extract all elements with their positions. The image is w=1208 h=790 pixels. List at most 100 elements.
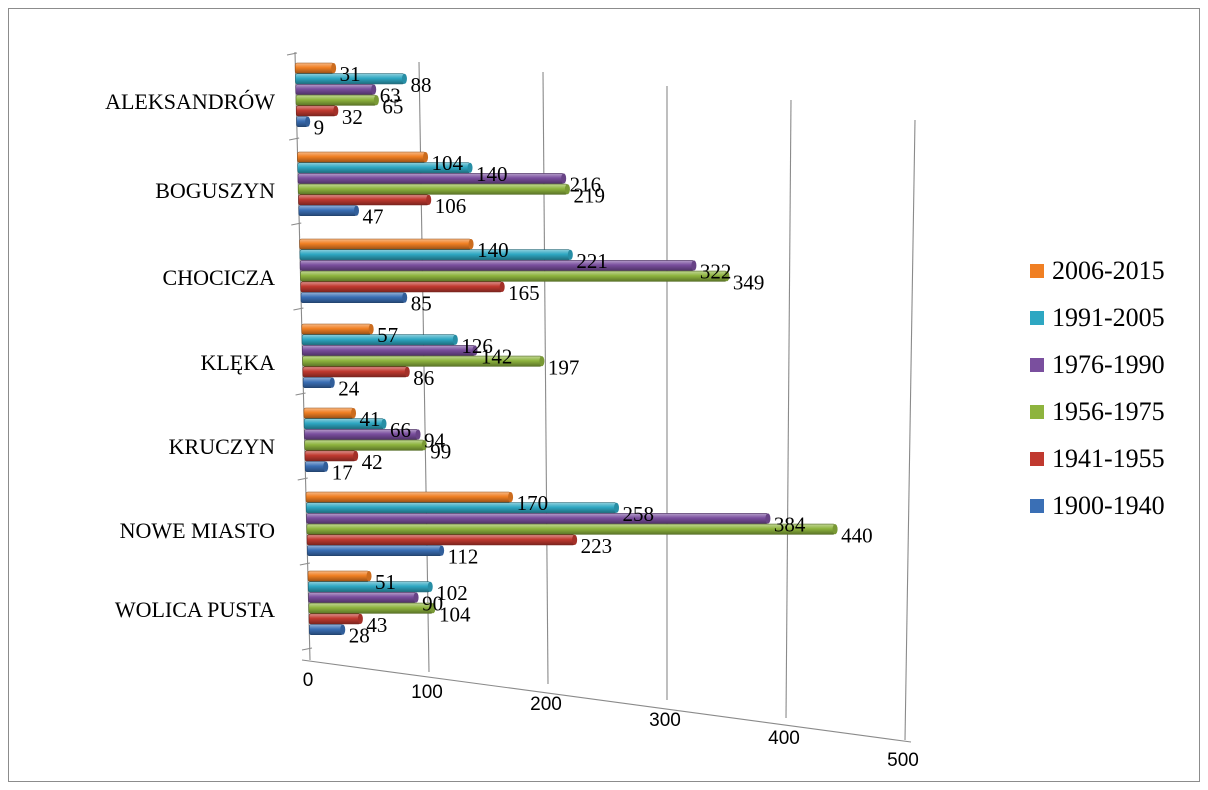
- data-label: 86: [413, 366, 434, 390]
- bar-cap: [353, 205, 359, 216]
- data-label: 24: [338, 377, 360, 401]
- bar-cap: [572, 534, 578, 546]
- data-label: 65: [382, 94, 403, 118]
- floor-edge: [301, 659, 912, 743]
- bar: [302, 366, 408, 378]
- legend-item: 1991-2005: [1030, 303, 1165, 332]
- category-label: NOWE MIASTO: [120, 518, 275, 543]
- data-label: 47: [362, 205, 383, 229]
- bar: [309, 624, 344, 635]
- bar-cap: [402, 292, 408, 303]
- legend-swatch: [1030, 358, 1044, 372]
- data-label: 165: [508, 281, 540, 305]
- category-tick: [297, 477, 308, 481]
- category-label: KLĘKA: [200, 350, 275, 375]
- bar-cap: [366, 571, 372, 582]
- chart-frame: [8, 8, 1200, 782]
- data-label: 51: [375, 570, 396, 594]
- x-tick-label: 400: [768, 728, 800, 749]
- bar: [304, 450, 356, 462]
- data-label: 31: [340, 62, 361, 86]
- data-label: 28: [349, 624, 370, 648]
- bar-cap: [467, 162, 473, 173]
- data-label: 440: [841, 523, 873, 547]
- bar-cap: [421, 440, 427, 451]
- data-label: 142: [481, 345, 513, 369]
- data-label: 322: [700, 260, 732, 284]
- category-tick: [286, 52, 298, 56]
- bar: [298, 194, 430, 206]
- bar: [300, 270, 728, 282]
- data-label: 112: [448, 545, 479, 569]
- bar: [299, 238, 472, 250]
- data-label: 219: [573, 183, 605, 207]
- bar-cap: [564, 184, 570, 195]
- bar: [298, 205, 357, 216]
- bar: [297, 151, 426, 163]
- bar: [300, 292, 405, 303]
- bar-cap: [724, 271, 730, 282]
- bar-cap: [508, 492, 514, 503]
- bar: [308, 613, 361, 625]
- data-label: 104: [439, 602, 471, 626]
- category-tick: [291, 222, 302, 226]
- legend-label: 1956-1975: [1052, 397, 1165, 426]
- bar-cap: [331, 63, 337, 74]
- bar-cap: [305, 116, 311, 127]
- bar-cap: [423, 152, 429, 163]
- data-label: 66: [390, 418, 411, 442]
- gridline-400: [785, 99, 792, 719]
- data-label: 258: [623, 502, 655, 526]
- data-label: 221: [576, 249, 608, 273]
- data-label: 57: [377, 323, 398, 347]
- data-label: 140: [477, 238, 509, 262]
- x-tick-label: 200: [530, 694, 562, 715]
- x-tick-label: 100: [411, 682, 443, 703]
- legend-item: 1976-1990: [1030, 350, 1165, 379]
- bar-cap: [426, 194, 432, 205]
- bar-cap: [340, 624, 346, 635]
- bar-cap: [333, 105, 339, 116]
- data-label: 140: [476, 162, 508, 186]
- x-tick-label: 0: [303, 670, 314, 691]
- bar-cap: [439, 545, 445, 556]
- bar: [295, 105, 337, 117]
- data-label: 32: [342, 105, 363, 129]
- bar-cap: [472, 345, 478, 356]
- bar: [302, 377, 333, 388]
- data-label: 17: [332, 461, 353, 485]
- bar: [299, 249, 571, 261]
- data-label: 42: [362, 450, 383, 474]
- x-tick-label: 300: [649, 710, 681, 731]
- bar: [308, 602, 434, 614]
- bar-cap: [404, 366, 410, 377]
- legend-swatch: [1030, 499, 1044, 513]
- category-tick: [293, 307, 304, 311]
- data-label: 88: [410, 73, 431, 97]
- legend-label: 1941-1955: [1052, 444, 1165, 473]
- bar-cap: [539, 356, 545, 367]
- data-label: 170: [517, 491, 549, 515]
- bar: [300, 281, 503, 293]
- legend-label: 1900-1940: [1052, 491, 1165, 520]
- legend-label: 1976-1990: [1052, 350, 1165, 379]
- bar-cap: [832, 524, 838, 535]
- bar-cap: [614, 502, 620, 513]
- data-label: 85: [411, 292, 432, 316]
- bar-cap: [452, 334, 458, 345]
- bar: [305, 491, 511, 503]
- category-label: WOLICA PUSTA: [115, 597, 275, 622]
- bar-cap: [415, 429, 421, 440]
- bar-cap: [430, 603, 436, 614]
- bar: [305, 502, 617, 514]
- data-label: 384: [774, 513, 806, 537]
- data-label: 9: [314, 116, 325, 140]
- bar: [307, 545, 442, 556]
- data-label: 90: [422, 592, 443, 616]
- bar-cap: [323, 461, 329, 472]
- bar: [306, 534, 575, 546]
- x-tick-label: 500: [887, 750, 919, 771]
- category-label: KRUCZYN: [169, 434, 275, 459]
- category-tick: [289, 137, 300, 141]
